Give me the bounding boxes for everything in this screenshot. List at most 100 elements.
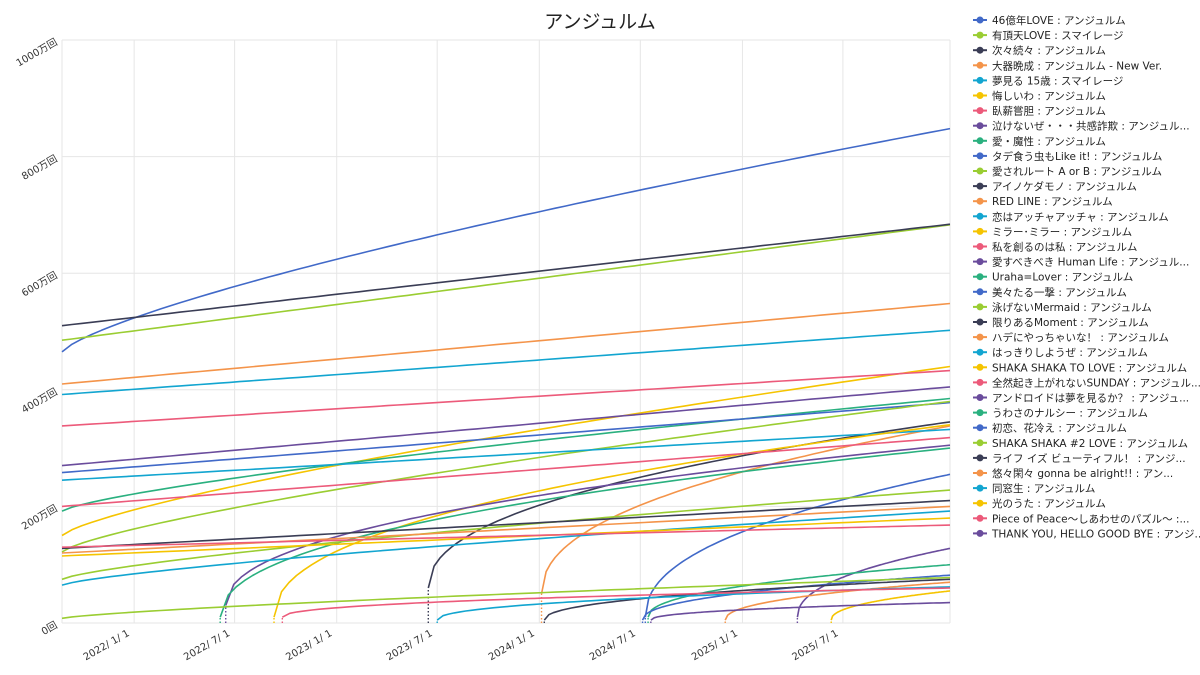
- x-tick-label: 2022/ 7/ 1: [182, 628, 232, 663]
- legend-marker: [976, 394, 984, 401]
- legend-item[interactable]: 大器晩成 : アンジュルム - New Ver.: [973, 59, 1162, 72]
- legend-marker: [976, 484, 984, 492]
- legend-marker: [976, 469, 984, 477]
- legend-item[interactable]: ライフ イズ ビューティフル！ : アンジ...: [973, 452, 1186, 465]
- legend-item[interactable]: うわさのナルシー : アンジュルム: [973, 408, 1148, 420]
- legend-label: 恋はアッチャアッチャ : アンジュルム: [992, 210, 1169, 223]
- y-tick-label: 800万回: [20, 153, 60, 183]
- legend-label: 同窓生 : アンジュルム: [992, 482, 1095, 495]
- x-tick-label: 2022/ 1/ 1: [82, 628, 132, 663]
- legend-label: 全然起き上がれないSUNDAY : アンジュル...: [992, 376, 1200, 389]
- legend-item[interactable]: 光のうた : アンジュルム: [973, 497, 1106, 510]
- legend-marker: [976, 529, 984, 537]
- series-line: [273, 424, 951, 618]
- legend-item[interactable]: ミラー･ミラー : アンジュルム: [973, 226, 1132, 238]
- legend-label: Uraha=Lover : アンジュルム: [992, 272, 1133, 284]
- legend-marker: [976, 514, 984, 522]
- plot-area: [61, 127, 951, 623]
- series-line: [61, 369, 951, 427]
- legend-item[interactable]: 次々続々 : アンジュルム: [973, 44, 1106, 57]
- legend-item[interactable]: Uraha=Lover : アンジュルム: [973, 272, 1133, 284]
- legend-item[interactable]: 泳げないMermaid : アンジュルム: [973, 301, 1152, 314]
- legend-marker: [976, 76, 984, 84]
- legend-item[interactable]: 46億年LOVE : アンジュルム: [973, 14, 1126, 27]
- series-line: [61, 428, 951, 481]
- series-line: [61, 576, 951, 620]
- legend-label: 次々続々 : アンジュルム: [992, 44, 1106, 57]
- legend-marker: [976, 197, 984, 205]
- legend-label: 初恋、花冷え : アンジュルム: [992, 422, 1127, 435]
- legend-marker: [976, 318, 984, 326]
- legend-label: 泣けないぜ・・・共感詐欺 : アンジュル...: [992, 120, 1190, 133]
- legend-item[interactable]: Piece of Peace～しあわせのパズル～ :...: [973, 512, 1189, 525]
- legend-item[interactable]: タデ食う虫もLike it! : アンジュルム: [973, 150, 1162, 163]
- legend-item[interactable]: 恋はアッチャアッチャ : アンジュルム: [973, 210, 1169, 223]
- legend-item[interactable]: SHAKA SHAKA #2 LOVE : アンジュルム: [973, 438, 1188, 450]
- x-tick-label: 2023/ 7/ 1: [385, 628, 435, 663]
- legend-item[interactable]: 同窓生 : アンジュルム: [973, 482, 1095, 495]
- x-tick-label: 2023/ 1/ 1: [284, 628, 334, 663]
- legend-label: 有頂天LOVE : スマイレージ: [992, 29, 1124, 42]
- y-tick-label: 600万回: [20, 269, 60, 299]
- chart-title: アンジュルム: [544, 11, 656, 33]
- legend-item[interactable]: 愛・魔性 : アンジュルム: [973, 135, 1106, 148]
- legend-item[interactable]: 泣けないぜ・・・共感詐欺 : アンジュル...: [973, 120, 1190, 133]
- legend-label: 私を創るのは私 : アンジュルム: [992, 241, 1137, 254]
- legend-item[interactable]: 限りあるMoment : アンジュルム: [973, 317, 1149, 329]
- series-line: [61, 401, 951, 474]
- legend-marker: [976, 258, 984, 266]
- legend-item[interactable]: アンドロイドは夢を見るか？ : アンジュ...: [973, 392, 1189, 405]
- legend-label: THANK YOU, HELLO GOOD BYE : アンジ...: [991, 528, 1200, 540]
- legend-marker: [976, 363, 984, 371]
- legend-label: タデ食う虫もLike it! : アンジュルム: [992, 150, 1162, 163]
- legend-label: 愛すべきべき Human Life : アンジュル...: [992, 256, 1189, 269]
- legend-item[interactable]: 悔しいわ : アンジュルム: [973, 90, 1106, 103]
- y-tick-label: 400万回: [20, 386, 60, 416]
- legend-marker: [976, 454, 984, 462]
- legend-marker: [976, 499, 984, 507]
- legend-marker: [976, 92, 984, 99]
- legend-item[interactable]: 全然起き上がれないSUNDAY : アンジュル...: [973, 376, 1200, 389]
- legend-marker: [976, 288, 984, 296]
- y-tick-label: 1000万回: [14, 36, 59, 69]
- legend-item[interactable]: SHAKA SHAKA TO LOVE : アンジュルム: [973, 362, 1187, 374]
- legend-label: アイノケダモノ : アンジュルム: [992, 180, 1137, 193]
- legend-label: 大器晩成 : アンジュルム - New Ver.: [992, 59, 1162, 72]
- legend-label: 泳げないMermaid : アンジュルム: [992, 301, 1152, 314]
- legend-item[interactable]: RED LINE : アンジュルム: [973, 196, 1113, 208]
- legend-marker: [976, 227, 984, 235]
- legend-item[interactable]: 悠々閑々 gonna be alright!! : アン...: [973, 467, 1173, 480]
- legend-marker: [976, 31, 984, 39]
- legend-label: 46億年LOVE : アンジュルム: [992, 14, 1126, 27]
- legend-item[interactable]: THANK YOU, HELLO GOOD BYE : アンジ...: [973, 528, 1200, 540]
- legend-marker: [976, 348, 984, 356]
- legend-item[interactable]: 愛されルート A or B : アンジュルム: [973, 165, 1162, 178]
- legend-item[interactable]: 愛すべきべき Human Life : アンジュル...: [973, 256, 1189, 269]
- legend-label: 悠々閑々 gonna be alright!! : アン...: [992, 467, 1173, 480]
- legend-item[interactable]: 有頂天LOVE : スマイレージ: [973, 29, 1124, 42]
- legend-marker: [976, 212, 984, 220]
- legend-item[interactable]: 夢見る 15歳 : スマイレージ: [973, 74, 1123, 87]
- legend-item[interactable]: ハデにやっちゃいな！ : アンジュルム: [973, 331, 1169, 344]
- legend-label: 限りあるMoment : アンジュルム: [992, 317, 1149, 329]
- y-tick-label: 0回: [39, 619, 59, 638]
- legend-marker: [976, 107, 984, 115]
- legend-item[interactable]: アイノケダモノ : アンジュルム: [973, 180, 1137, 193]
- legend-item[interactable]: 臥薪嘗胆 : アンジュルム: [973, 105, 1106, 118]
- legend-item[interactable]: 初恋、花冷え : アンジュルム: [973, 422, 1127, 435]
- legend-item[interactable]: 私を創るのは私 : アンジュルム: [973, 241, 1137, 254]
- series-line: [61, 365, 951, 537]
- legend-label: はっきりしようぜ : アンジュルム: [992, 347, 1148, 359]
- legend-label: 光のうた : アンジュルム: [992, 497, 1106, 510]
- series-line: [281, 587, 951, 618]
- legend-marker: [976, 378, 984, 386]
- series-line: [61, 517, 951, 557]
- x-tick-label: 2024/ 7/ 1: [588, 628, 638, 663]
- legend-marker: [976, 273, 984, 281]
- legend-item[interactable]: 美々たる一撃 : アンジュルム: [973, 286, 1127, 299]
- series-line: [436, 586, 951, 621]
- legend-marker: [976, 122, 984, 130]
- legend-label: SHAKA SHAKA TO LOVE : アンジュルム: [992, 362, 1187, 374]
- series-line: [61, 436, 951, 508]
- legend-item[interactable]: はっきりしようぜ : アンジュルム: [973, 347, 1148, 359]
